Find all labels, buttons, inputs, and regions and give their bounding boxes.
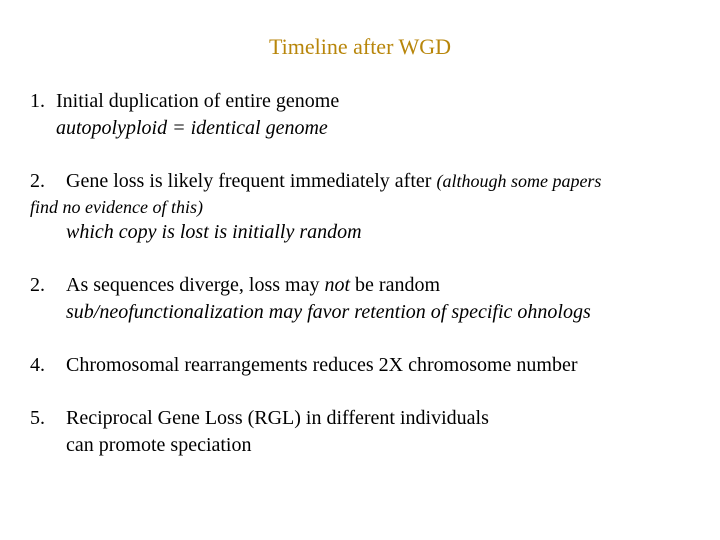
text-span: As sequences diverge, loss may <box>66 274 324 296</box>
item-body: Reciprocal Gene Loss (RGL) in different … <box>66 405 690 459</box>
item-line: autopolyploid = identical genome <box>56 115 690 142</box>
item-line: find no evidence of this) <box>30 195 690 219</box>
item-line: As sequences diverge, loss may not be ra… <box>66 272 690 299</box>
indent-spacer <box>56 272 66 326</box>
item-number: 5. <box>30 405 56 459</box>
text-span: Initial duplication of entire genome <box>56 90 339 112</box>
list-item: 2.Gene loss is likely frequent immediate… <box>30 168 690 246</box>
item-body: Gene loss is likely frequent immediately… <box>66 168 690 246</box>
item-body: Chromosomal rearrangements reduces 2X ch… <box>66 352 690 379</box>
item-number: 4. <box>30 352 56 379</box>
item-line: Initial duplication of entire genome <box>56 88 690 115</box>
paren-text: (although some papers <box>436 171 601 191</box>
item-number: 1. <box>30 88 56 142</box>
item-line: Reciprocal Gene Loss (RGL) in different … <box>66 405 690 432</box>
timeline-list: 1.Initial duplication of entire genome au… <box>30 88 690 459</box>
text-span: not <box>324 274 350 296</box>
list-item: 1.Initial duplication of entire genome au… <box>30 88 690 142</box>
list-item: 5. Reciprocal Gene Loss (RGL) in differen… <box>30 405 690 459</box>
slide-title: Timeline after WGD <box>30 34 690 60</box>
text-span: be random <box>350 274 440 296</box>
item-body: As sequences diverge, loss may not be ra… <box>66 272 690 326</box>
item-line: Gene loss is likely frequent immediately… <box>66 168 690 195</box>
item-number: 2. <box>30 272 56 326</box>
item-line: can promote speciation <box>66 432 690 459</box>
text-span: can promote speciation <box>66 434 252 456</box>
text-span: Chromosomal rearrangements reduces 2X ch… <box>66 354 578 376</box>
text-span: autopolyploid = identical genome <box>56 117 328 139</box>
indent-spacer <box>56 405 66 459</box>
item-line: Chromosomal rearrangements reduces 2X ch… <box>66 352 690 379</box>
text-span: Reciprocal Gene Loss (RGL) in different … <box>66 407 489 429</box>
item-line: sub/neofunctionalization may favor reten… <box>66 299 690 326</box>
list-item: 2. As sequences diverge, loss may not be … <box>30 272 690 326</box>
item-body: Initial duplication of entire genome auto… <box>56 88 690 142</box>
indent-spacer <box>56 352 66 379</box>
text-span: Gene loss is likely frequent immediately… <box>66 170 436 192</box>
item-line: which copy is lost is initially random <box>66 219 690 246</box>
text-span: which copy is lost is initially random <box>66 221 362 243</box>
list-item: 4. Chromosomal rearrangements reduces 2X … <box>30 352 690 379</box>
text-span: sub/neofunctionalization may favor reten… <box>66 301 591 323</box>
